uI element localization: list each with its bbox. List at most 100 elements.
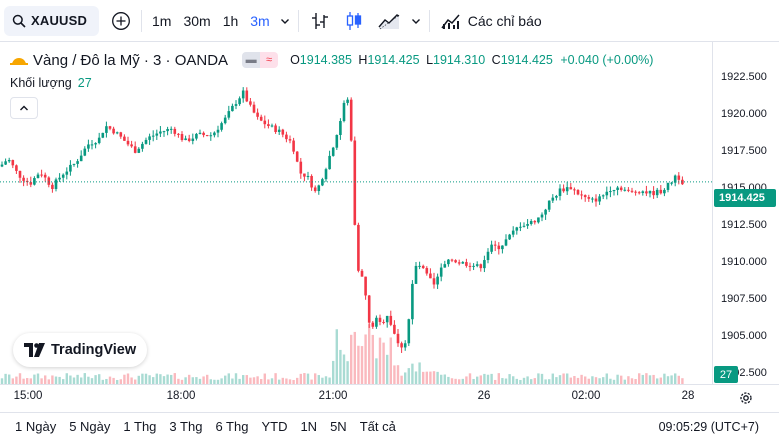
symbol-search-button[interactable]: XAUUSD — [4, 5, 99, 36]
interval-3m[interactable]: 3m — [250, 12, 270, 29]
volume-bar — [44, 375, 47, 384]
candle-body — [544, 209, 547, 215]
candle-body — [274, 125, 277, 132]
candle-body — [115, 132, 119, 134]
candle-body — [47, 177, 51, 185]
range-1-year[interactable]: 1N — [300, 418, 318, 434]
candle-body — [252, 104, 256, 113]
candle-body — [670, 182, 673, 184]
timezone-clock[interactable]: 09:05:29 (UTC+7) — [658, 420, 759, 434]
volume-bar — [648, 375, 652, 384]
candle-body — [393, 324, 396, 334]
tradingview-logo[interactable]: TradingView — [13, 333, 148, 367]
candle-body — [576, 190, 580, 195]
settings-gear-icon[interactable] — [738, 390, 754, 406]
volume-bar — [602, 377, 605, 384]
volume-bar — [342, 354, 346, 384]
volume-bar — [159, 374, 162, 384]
volume-bar — [317, 375, 320, 384]
volume-bar — [119, 379, 122, 384]
chart-type-dropdown-button[interactable] — [407, 6, 425, 36]
candle-body — [317, 185, 321, 192]
candle-body — [234, 104, 238, 106]
price-plot[interactable] — [0, 42, 712, 384]
volume-bar — [101, 379, 104, 384]
range-ytd[interactable]: YTD — [261, 418, 288, 434]
candle-body — [468, 265, 472, 267]
candle-body — [141, 143, 144, 149]
volume-bar — [530, 379, 533, 384]
interval-30m[interactable]: 30m — [183, 12, 211, 29]
candle-body — [357, 224, 360, 271]
candle-body — [472, 265, 475, 267]
open-value: 1914.385 — [299, 53, 352, 67]
interval-1h[interactable]: 1h — [222, 12, 239, 29]
candle-body — [126, 140, 130, 145]
time-tick: 18:00 — [166, 390, 196, 402]
candle-body — [551, 197, 555, 201]
date-range-bar: 1 Ngày 5 Ngày 1 Thg 3 Thg 6 Thg YTD 1N 5… — [0, 412, 779, 439]
price-tick: 1917.500 — [721, 145, 767, 157]
volume-bar — [670, 375, 673, 384]
candle-body — [583, 195, 587, 198]
volume-bar — [659, 377, 662, 384]
range-5-days[interactable]: 5 Ngày — [69, 418, 111, 434]
candle-body — [130, 144, 133, 147]
symbol-label: XAUUSD — [31, 13, 88, 28]
candle-body — [173, 128, 177, 134]
candle-body — [331, 147, 335, 156]
volume-legend: Khối lượng 27 — [10, 76, 92, 90]
candle-body — [15, 165, 18, 171]
volume-bar — [396, 365, 400, 384]
volume-bar — [555, 377, 558, 384]
legend-toggle-group[interactable]: ▬ ≈ — [242, 52, 279, 68]
range-all[interactable]: Tất cả — [359, 418, 396, 434]
candle-body — [11, 160, 15, 166]
candle-body — [321, 179, 324, 186]
candle-body — [400, 343, 403, 348]
candle-body — [7, 160, 11, 162]
collapse-legend-button[interactable] — [10, 97, 38, 119]
candle-body — [645, 191, 648, 194]
range-5-years[interactable]: 5N — [330, 418, 347, 434]
time-scale[interactable]: 15:00 18:00 21:00 26 02:00 28 — [0, 384, 779, 410]
candle-body — [216, 129, 220, 133]
candle-body — [285, 134, 288, 140]
volume-bar — [443, 374, 446, 384]
bar-chart-type-button[interactable] — [303, 6, 337, 36]
volume-bar — [454, 378, 457, 384]
interval-1m[interactable]: 1m — [152, 12, 172, 29]
volume-bar — [98, 374, 101, 384]
volume-bar — [458, 379, 461, 384]
candle-body — [439, 267, 443, 277]
candle-body — [349, 99, 353, 141]
ohlc-values: O1914.385 H1914.425 L1914.310 C1914.425 … — [290, 53, 653, 67]
area-chart-type-button[interactable] — [371, 6, 407, 36]
symbol-description[interactable]: Vàng / Đô la Mỹ · 3 · OANDA — [33, 51, 229, 69]
volume-bar — [620, 375, 623, 384]
candle-body — [144, 139, 148, 144]
candle-body — [303, 173, 306, 177]
interval-dropdown-button[interactable] — [276, 6, 294, 36]
volume-bar — [447, 376, 450, 384]
volume-bar — [231, 378, 234, 384]
indicators-button[interactable]: Các chỉ báo — [434, 6, 548, 36]
candle-body — [245, 90, 249, 102]
price-tick: 1912.500 — [721, 219, 767, 231]
volume-bar — [90, 378, 94, 384]
eye-toggle-icon[interactable]: ▬ — [242, 52, 261, 68]
candle-body — [486, 251, 490, 261]
candle-body — [375, 317, 378, 327]
compare-symbol-button[interactable] — [105, 6, 137, 36]
waves-icon[interactable]: ≈ — [260, 52, 279, 68]
range-3-months[interactable]: 3 Thg — [169, 418, 203, 434]
volume-bar — [634, 379, 637, 384]
price-scale[interactable]: 1922.500 1920.000 1917.500 1915.000 1912… — [712, 42, 779, 384]
volume-bar — [627, 376, 630, 384]
range-1-day[interactable]: 1 Ngày — [15, 418, 57, 434]
candle-body — [137, 148, 141, 153]
candle-chart-type-button[interactable] — [337, 6, 371, 36]
volume-bar — [533, 378, 536, 384]
range-6-months[interactable]: 6 Thg — [215, 418, 249, 434]
range-1-month[interactable]: 1 Thg — [123, 418, 157, 434]
